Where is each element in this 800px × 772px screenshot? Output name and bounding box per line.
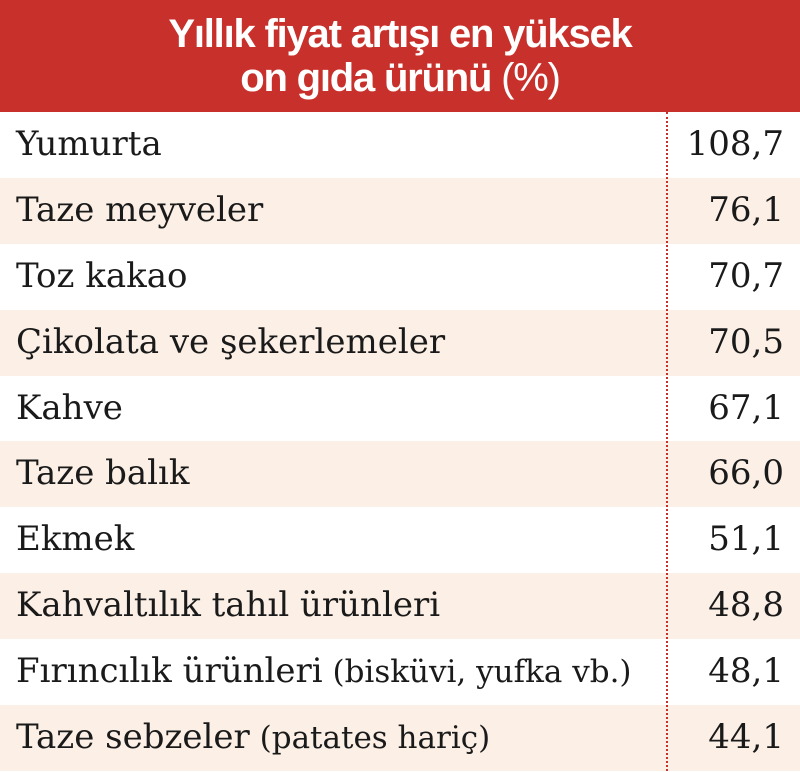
column-divider <box>666 112 668 771</box>
row-label-text: Kahve <box>16 387 123 428</box>
row-label-note: (bisküvi, yufka vb.) <box>322 654 632 691</box>
table-row: Taze balık 66,0 <box>0 441 800 508</box>
table-row: Toz kakao 70,7 <box>0 244 800 310</box>
row-value: 70,7 <box>708 255 784 296</box>
row-label-text: Taze sebzeler <box>16 717 250 758</box>
row-label-text: Taze balık <box>16 453 190 494</box>
row-label-text: Çikolata ve şekerlemeler <box>16 321 446 362</box>
row-label-text: Kahvaltılık tahıl ürünleri <box>16 585 441 626</box>
row-label: Toz kakao <box>16 244 187 310</box>
table-row: Taze sebzeler (patates hariç) 44,1 <box>0 705 800 771</box>
title-line-1: Yıllık fiyat artışı en yüksek <box>168 12 632 56</box>
row-value: 51,1 <box>708 519 784 560</box>
row-label: Fırıncılık ürünleri (bisküvi, yufka vb.) <box>16 639 632 705</box>
table-row: Kahvaltılık tahıl ürünleri 48,8 <box>0 573 800 640</box>
row-label-text: Ekmek <box>16 519 135 560</box>
table-header: Yıllık fiyat artışı en yüksek on gıda ür… <box>0 0 800 112</box>
title-unit: (%) <box>501 56 561 100</box>
row-value: 67,1 <box>708 387 784 428</box>
row-label: Yumurta <box>16 112 162 178</box>
row-label: Taze balık <box>16 441 190 507</box>
table-row: Fırıncılık ürünleri (bisküvi, yufka vb.)… <box>0 639 800 705</box>
row-label-note: (patates hariç) <box>249 720 491 757</box>
row-value: 108,7 <box>686 124 784 164</box>
row-value: 70,5 <box>708 321 784 362</box>
row-label: Kahvaltılık tahıl ürünleri <box>16 573 440 639</box>
row-value: 44,1 <box>708 717 784 758</box>
row-label: Taze sebzeler (patates hariç) <box>16 705 490 771</box>
row-label-text: Fırıncılık ürünleri <box>16 651 323 692</box>
row-value: 66,0 <box>708 453 784 494</box>
row-value: 48,1 <box>708 651 784 692</box>
table-row: Yumurta 108,7 <box>0 112 800 178</box>
table-row: Taze meyveler 76,1 <box>0 177 800 244</box>
row-label-text: Toz kakao <box>16 255 188 296</box>
row-label-text: Taze meyveler <box>16 189 264 230</box>
row-label: Kahve <box>16 376 123 442</box>
row-label: Çikolata ve şekerlemeler <box>16 310 445 376</box>
row-value: 48,8 <box>708 585 784 626</box>
row-label: Ekmek <box>16 507 134 573</box>
table-row: Kahve 67,1 <box>0 376 800 442</box>
title-line-2-text: on gıda ürünü <box>240 56 492 100</box>
row-label-text: Yumurta <box>16 124 162 164</box>
table-body: Yumurta 108,7 Taze meyveler 76,1 Toz kakao 70… <box>0 112 800 771</box>
table-row: Ekmek 51,1 <box>0 507 800 573</box>
table-row: Çikolata ve şekerlemeler 70,5 <box>0 309 800 376</box>
row-label: Taze meyveler <box>16 178 263 244</box>
row-value: 76,1 <box>708 189 784 230</box>
title-line-2: on gıda ürünü (%) <box>0 56 800 100</box>
